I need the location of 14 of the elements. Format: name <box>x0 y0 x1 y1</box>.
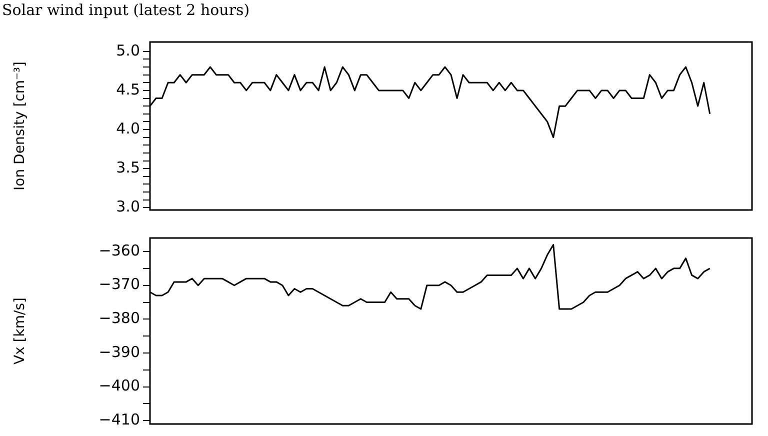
y-axis-title: Ion Density [cm⁻³] <box>12 62 28 190</box>
y-tick-label: 3.5 <box>116 158 140 176</box>
y-tick-label: 5.0 <box>116 41 140 60</box>
y-axis-title: Vx [km/s] <box>12 298 28 364</box>
y-tick-label: −390 <box>98 342 140 361</box>
y-tick-label: −400 <box>98 376 140 395</box>
y-tick-label: 4.5 <box>116 80 140 98</box>
y-tick-label: −360 <box>98 241 140 260</box>
y-tick-label: 4.0 <box>116 119 140 138</box>
chart-title: Solar wind input (latest 2 hours) <box>1 0 251 21</box>
y-tick-label: 3.0 <box>116 198 140 216</box>
y-tick-label: −370 <box>98 275 140 294</box>
y-tick-label: −380 <box>98 309 140 328</box>
y-tick-label: −410 <box>98 410 140 429</box>
